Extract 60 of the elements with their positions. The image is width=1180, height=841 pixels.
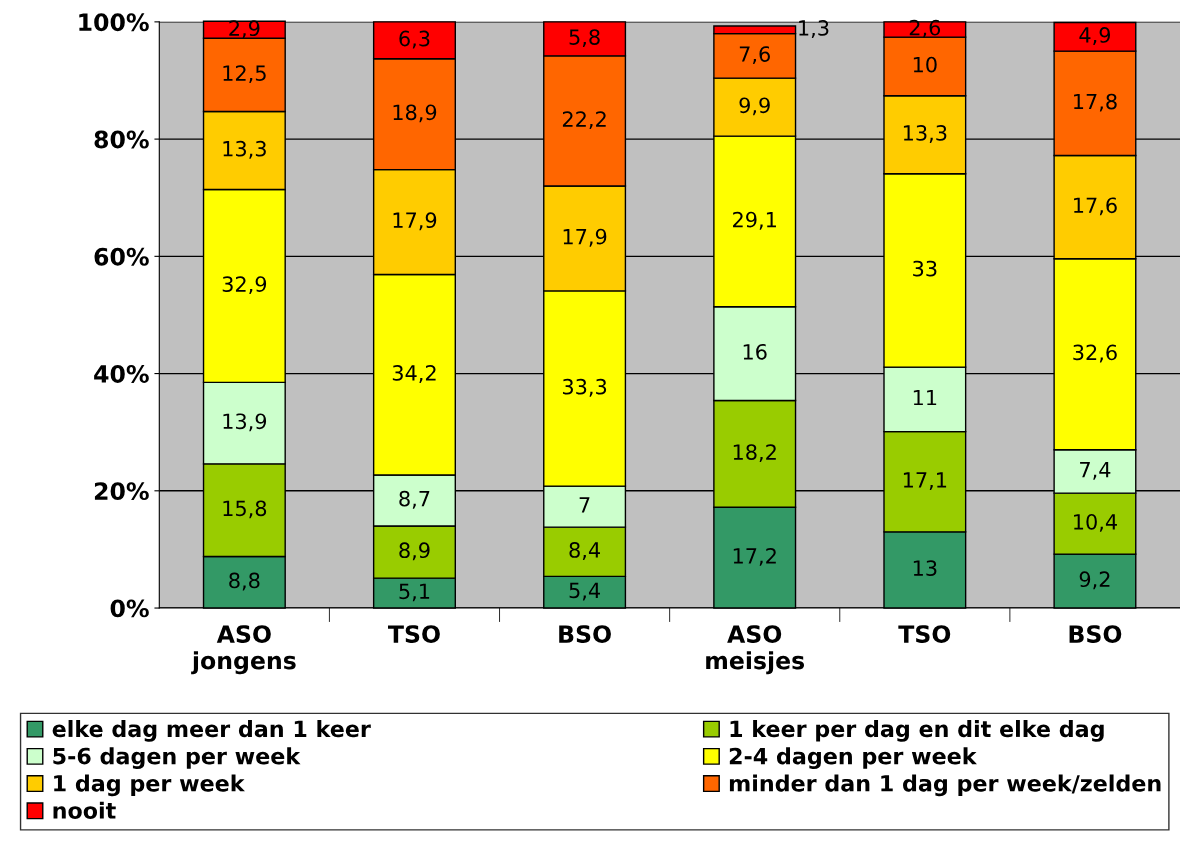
y-tick-label: 100% — [79, 13, 149, 32]
data-label: 17,9 — [393, 212, 437, 231]
legend-label: 1 keer per dag en dit elke dag — [730, 720, 1104, 742]
data-label: 7,6 — [739, 46, 770, 65]
data-label: 13 — [913, 560, 937, 576]
data-label: 8,9 — [399, 542, 430, 561]
data-label: 17,9 — [563, 228, 607, 247]
data-label: 8,8 — [229, 572, 260, 591]
x-tick-label: TSO — [388, 625, 440, 643]
y-tick-label: 0% — [110, 599, 149, 618]
data-label: 9,2 — [1079, 571, 1110, 590]
y-tick-label: 40% — [94, 365, 149, 383]
legend-label: nooit — [53, 801, 116, 819]
data-label: 16 — [743, 343, 767, 360]
data-label: 18,9 — [393, 104, 437, 123]
data-label: 17,2 — [733, 547, 776, 566]
data-label: 6,3 — [399, 30, 430, 49]
data-label: 13,3 — [223, 140, 266, 159]
legend-label: elke dag meer dan 1 keer — [52, 720, 371, 742]
y-tick-label: 20% — [94, 482, 149, 501]
data-label: 5,1 — [399, 583, 430, 602]
x-tick-label: ASO meisjes — [706, 625, 805, 675]
legend-label: 5-6 dagen per week — [53, 747, 301, 769]
legend-label: 1 dag per week — [54, 774, 245, 797]
data-label: 4,9 — [1079, 27, 1111, 45]
data-label: 9,9 — [739, 97, 770, 116]
legend-label: 2-4 dagen per week — [729, 747, 977, 769]
data-label: 17,8 — [1074, 93, 1117, 112]
data-label: 12,5 — [223, 65, 266, 84]
data-label: 34,2 — [392, 365, 436, 383]
y-tick-label: 80% — [94, 130, 149, 149]
data-label: 2,6 — [909, 19, 941, 38]
data-label: 8,7 — [399, 490, 430, 509]
data-label: 33,3 — [562, 378, 607, 397]
x-tick-label: ASO jongens — [191, 625, 296, 675]
x-tick-label: BSO — [559, 625, 611, 643]
data-label: 7,4 — [1080, 462, 1111, 480]
data-label: 32,6 — [1073, 344, 1117, 363]
y-tick-label: 60% — [94, 247, 149, 266]
data-label: 13,3 — [903, 124, 947, 143]
data-label: 5,4 — [569, 582, 600, 601]
data-label: 11 — [913, 389, 937, 406]
x-tick-label: BSO — [1069, 625, 1122, 643]
data-label: 7 — [579, 497, 590, 513]
data-label: 8,4 — [569, 542, 600, 560]
data-label: 29,1 — [733, 211, 776, 230]
data-label: 17,6 — [1074, 197, 1117, 216]
data-label: 22,2 — [562, 111, 606, 130]
x-tick-label: TSO — [898, 625, 951, 643]
data-label: 10 — [913, 56, 937, 73]
data-label: 5,8 — [569, 29, 600, 48]
legend-label: minder dan 1 dag per week/zelden — [729, 774, 1161, 797]
data-label: 18,2 — [733, 444, 776, 463]
data-label: 32,9 — [222, 276, 267, 295]
data-label: 17,1 — [903, 472, 947, 490]
data-label: 13,9 — [223, 413, 267, 432]
data-label: 10,4 — [1074, 513, 1117, 532]
data-label: 33 — [913, 260, 937, 277]
data-label: 15,8 — [223, 500, 267, 519]
data-label: 1,3 — [799, 20, 829, 38]
